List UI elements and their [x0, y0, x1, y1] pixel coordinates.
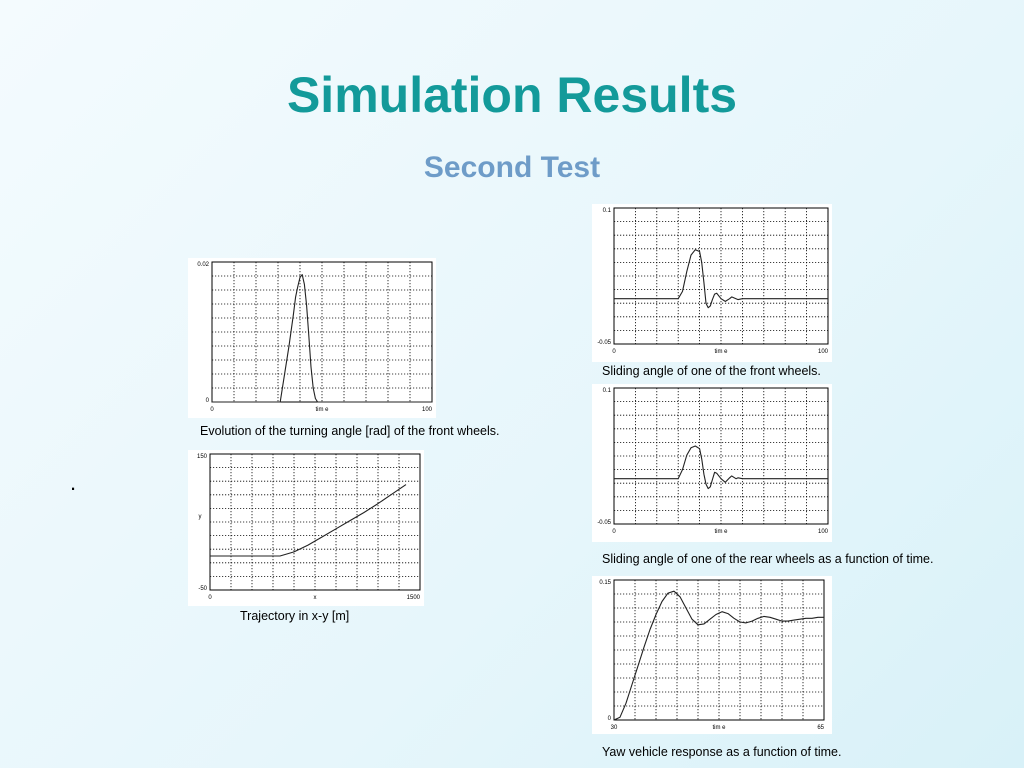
y-tick-label-top: 0.1 — [603, 208, 612, 214]
y-tick-label-bottom: -0.05 — [597, 340, 611, 346]
y-tick-label-top: 0.02 — [197, 262, 209, 268]
series-line-0 — [614, 249, 828, 309]
turning-angle-caption: Evolution of the turning angle [rad] of … — [200, 424, 500, 438]
x-axis-label: tim e — [315, 407, 329, 413]
bullet-point: . — [70, 470, 77, 495]
trajectory-caption: Trajectory in x-y [m] — [240, 609, 350, 623]
series-line-0 — [613, 590, 824, 721]
x-tick-label-left: 0 — [210, 407, 214, 413]
yaw-response-caption: Yaw vehicle response as a function of ti… — [602, 745, 842, 759]
x-tick-label-left: 0 — [612, 529, 616, 535]
y-tick-label-bottom: 0 — [608, 716, 612, 722]
x-tick-label-right: 100 — [422, 407, 433, 413]
y-tick-label-bottom: -50 — [198, 586, 207, 592]
y-tick-label-top: 0.15 — [599, 580, 611, 586]
series-line-0 — [210, 484, 407, 557]
x-axis-label: tim e — [714, 349, 728, 355]
y-tick-label-bottom: -0.05 — [597, 520, 611, 526]
series-line-0 — [212, 274, 432, 403]
x-tick-label-left: 30 — [611, 725, 618, 731]
y-tick-label-bottom: 0 — [206, 398, 210, 404]
slide-subtitle: Second Test — [423, 151, 601, 184]
y-axis-label: y — [199, 514, 202, 520]
turning-angle-plot: 0.02 0 0 100 tim e — [188, 258, 436, 418]
x-tick-label-left: 0 — [208, 595, 212, 601]
plot-frame — [613, 207, 829, 345]
x-tick-label-right: 100 — [818, 349, 829, 355]
front-sliding-plot: 0.1 -0.05 0 100 tim e — [592, 204, 832, 362]
y-tick-label-top: 0.1 — [603, 388, 612, 394]
y-tick-label-top: 150 — [197, 454, 208, 460]
rear-sliding-plot: 0.1 -0.05 0 100 tim e — [592, 384, 832, 542]
x-axis-label: x — [314, 595, 317, 601]
slide-title: Simulation Results — [286, 67, 738, 123]
rear-sliding-caption: Sliding angle of one of the rear wheels … — [602, 552, 934, 566]
series-line-0 — [614, 445, 828, 490]
front-sliding-caption: Sliding angle of one of the front wheels… — [602, 364, 821, 378]
x-tick-label-right: 1500 — [407, 595, 421, 601]
x-tick-label-left: 0 — [612, 349, 616, 355]
plot-frame — [613, 387, 829, 525]
x-axis-label: tim e — [712, 725, 726, 731]
x-tick-label-right: 65 — [817, 725, 824, 731]
x-tick-label-right: 100 — [818, 529, 829, 535]
x-axis-label: tim e — [714, 529, 728, 535]
yaw-response-plot: 0.15 0 30 65 tim e — [592, 576, 832, 734]
trajectory-plot: 150 -50 0 1500 x y — [188, 450, 424, 606]
